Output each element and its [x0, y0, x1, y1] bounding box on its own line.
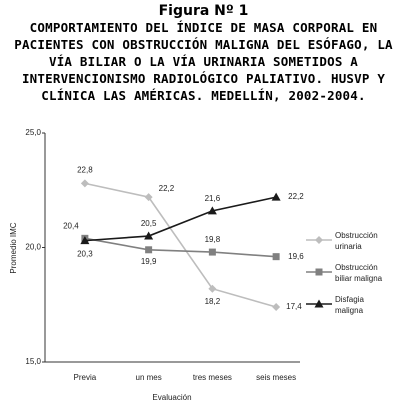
x-tick-label: Previa [74, 373, 97, 382]
marker [144, 193, 153, 202]
data-label: 22,8 [77, 165, 93, 174]
data-label: 19,8 [205, 235, 221, 244]
data-label: 20,3 [77, 250, 93, 259]
marker [207, 206, 217, 215]
legend-label: Disfagia maligna [335, 295, 364, 315]
data-label: 22,2 [159, 184, 175, 193]
marker [144, 231, 154, 240]
legend-label: Obstrucción biliar maligna [335, 263, 383, 283]
chart-title: Figura Nº 1 [158, 3, 249, 19]
legend-label: Obstrucción urinaria [335, 231, 378, 251]
marker [208, 248, 216, 256]
y-tick-label: 25,0 [25, 128, 41, 137]
data-label: 21,6 [205, 194, 221, 203]
series-line [84, 182, 277, 308]
series-line [84, 196, 277, 242]
marker [80, 179, 89, 188]
y-tick-label: 20,0 [25, 243, 41, 252]
marker [80, 236, 90, 245]
data-label: 22,2 [288, 192, 304, 201]
data-label: 19,9 [141, 257, 157, 266]
y-tick-label: 15,0 [25, 357, 41, 366]
y-axis-label: Promedio IMC [9, 222, 18, 273]
data-label: 20,4 [63, 221, 79, 230]
x-tick-label: seis meses [256, 373, 296, 382]
marker [272, 303, 281, 312]
marker [272, 253, 280, 261]
series-line [84, 237, 277, 258]
chart-subtitle: COMPORTAMIENTO DEL ÍNDICE DE MASA CORPOR… [14, 20, 393, 103]
data-label: 20,5 [141, 219, 157, 228]
data-label: 17,4 [286, 302, 302, 311]
data-label: 18,2 [205, 297, 221, 306]
marker [145, 246, 153, 254]
data-label: 19,6 [288, 252, 304, 261]
marker [208, 284, 217, 293]
x-axis-label: Evaluación [152, 393, 191, 402]
x-tick-label: tres meses [193, 373, 232, 382]
marker [271, 192, 281, 201]
x-tick-label: un mes [136, 373, 162, 382]
